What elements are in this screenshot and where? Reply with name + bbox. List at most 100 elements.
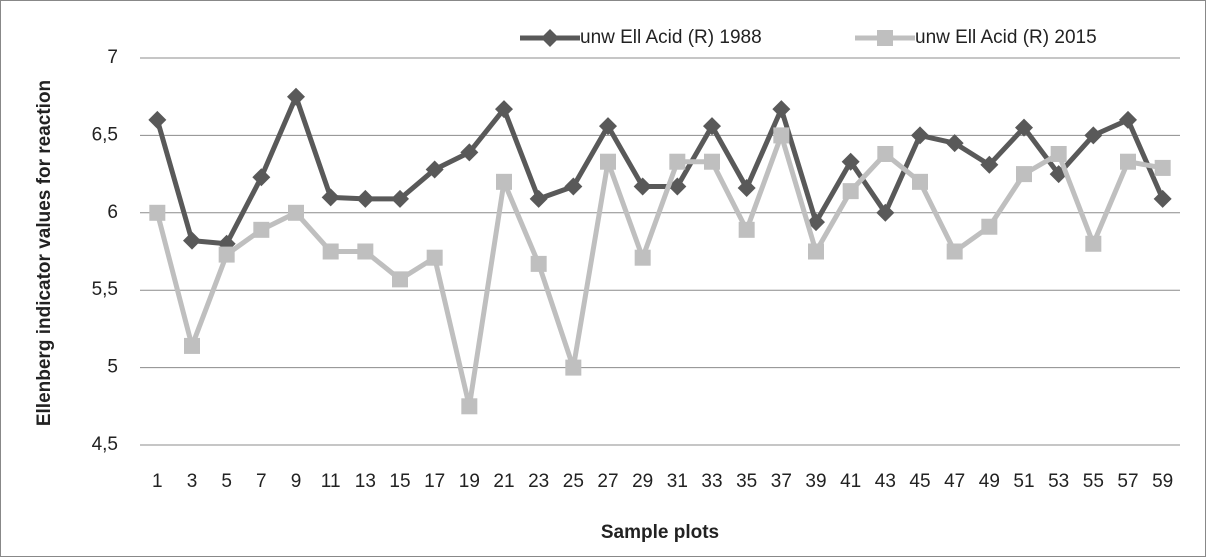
x-tick-label: 57 [1117,471,1138,492]
data-point [738,221,755,238]
x-tick-label: 9 [291,471,302,492]
data-point [807,213,825,232]
data-point [1016,166,1032,183]
data-point [495,100,513,119]
data-point [1084,126,1103,145]
x-tick-label: 31 [667,471,688,492]
legend-label: unw Ell Acid (R) 2015 [915,27,1097,48]
data-point [356,189,375,208]
data-point [772,100,791,119]
x-tick-label: 7 [256,471,267,492]
x-tick-label: 35 [736,471,757,492]
x-tick-label: 21 [493,471,514,492]
data-point [876,203,895,222]
x-tick-label: 27 [597,471,618,492]
data-point [911,126,929,145]
y-tick-label: 4,5 [92,434,118,455]
data-point [252,168,271,187]
data-point [1085,235,1102,252]
data-point [703,117,721,136]
data-point [426,249,443,266]
legend-label: unw Ell Acid (R) 1988 [580,27,762,48]
data-point [321,188,340,207]
data-point [564,177,583,196]
data-point [392,271,408,288]
series-line [154,94,1165,247]
data-point [1050,145,1067,162]
data-point [529,189,548,208]
data-point [149,204,166,221]
x-tick-label: 53 [1048,471,1069,492]
data-point [322,243,339,260]
y-tick-label: 6 [107,202,118,223]
data-point [981,218,998,235]
data-point [425,160,444,179]
data-point [253,221,270,238]
x-tick-label: 3 [187,471,198,492]
data-point [808,243,824,260]
x-tick-label: 15 [389,471,410,492]
y-tick-label: 7 [107,47,118,68]
x-tick-label: 13 [355,471,376,492]
data-point [288,204,304,221]
y-tick-label: 6,5 [92,124,118,145]
data-point [287,87,305,106]
data-point [565,359,582,376]
data-point [1015,118,1033,137]
y-tick-label: 5,5 [92,279,118,300]
data-point [773,127,790,144]
data-point [461,398,478,415]
x-tick-label: 23 [528,471,549,492]
legend-marker [541,29,559,47]
data-point [218,246,235,263]
data-point [668,177,687,196]
x-tick-label: 5 [221,471,232,492]
y-axis-label: Ellenberg indicator values for reaction [34,80,55,426]
data-point [946,243,963,260]
data-point [980,155,999,174]
legend-marker [877,30,893,46]
x-tick-label: 37 [771,471,792,492]
data-point [460,143,479,162]
data-point [877,145,894,162]
x-tick-label: 59 [1152,471,1173,492]
data-point [496,173,512,190]
data-point [842,183,859,200]
data-point [1153,189,1172,208]
x-tick-label: 49 [979,471,1000,492]
y-tick-label: 5 [107,357,118,378]
data-point [633,177,652,196]
data-point [945,134,964,153]
data-point [704,153,720,170]
x-tick-label: 1 [152,471,163,492]
data-point [1119,110,1137,129]
x-tick-label: 51 [1013,471,1034,492]
data-point [1154,159,1171,176]
data-point [391,189,409,208]
x-tick-label: 25 [563,471,584,492]
x-tick-label: 55 [1083,471,1104,492]
x-tick-label: 33 [701,471,722,492]
x-tick-label: 41 [840,471,861,492]
x-axis-label: Sample plots [601,522,719,543]
x-tick-label: 11 [321,471,341,492]
data-point [599,117,617,136]
x-tick-label: 19 [459,471,480,492]
data-point [1120,153,1136,170]
data-point [634,249,651,266]
data-point [669,153,686,170]
data-point [183,231,201,250]
x-tick-label: 29 [632,471,653,492]
data-point [841,152,860,171]
x-tick-label: 39 [805,471,826,492]
x-tick-label: 17 [424,471,445,492]
data-point [600,153,616,170]
x-tick-label: 43 [875,471,896,492]
x-tick-label: 45 [909,471,930,492]
x-tick-label: 47 [944,471,965,492]
data-point [912,173,928,190]
data-point [148,110,167,129]
data-point [530,255,547,272]
